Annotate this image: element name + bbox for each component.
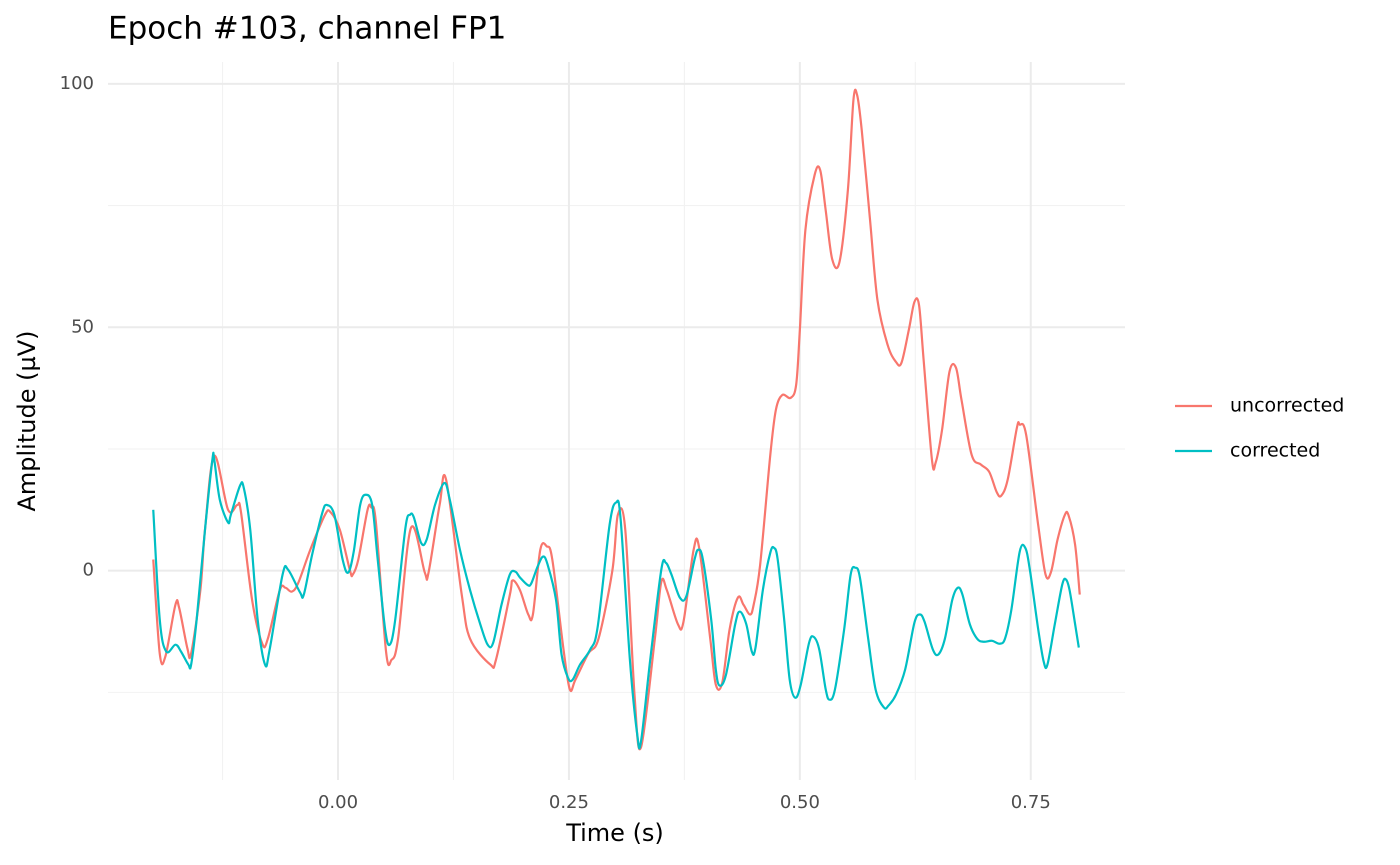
legend-label: corrected xyxy=(1230,440,1320,462)
plot-lines xyxy=(152,88,1081,751)
x-tick-label: 0.00 xyxy=(318,792,358,813)
x-tick-label: 0.25 xyxy=(549,792,589,813)
grid xyxy=(108,62,1125,780)
x-axis-title: Time (s) xyxy=(565,819,664,847)
y-axis-title: Amplitude (µV) xyxy=(13,330,41,511)
x-tick-label: 0.75 xyxy=(1011,792,1051,813)
legend: uncorrected corrected xyxy=(1175,395,1344,462)
series-line xyxy=(152,451,1080,750)
series-line xyxy=(152,88,1081,751)
x-tick-label: 0.50 xyxy=(780,792,820,813)
y-tick-label: 100 xyxy=(60,73,94,94)
chart-title: Epoch #103, channel FP1 xyxy=(108,11,506,47)
y-tick-label: 0 xyxy=(83,560,94,581)
legend-label: uncorrected xyxy=(1230,395,1344,417)
y-tick-label: 50 xyxy=(71,316,94,337)
